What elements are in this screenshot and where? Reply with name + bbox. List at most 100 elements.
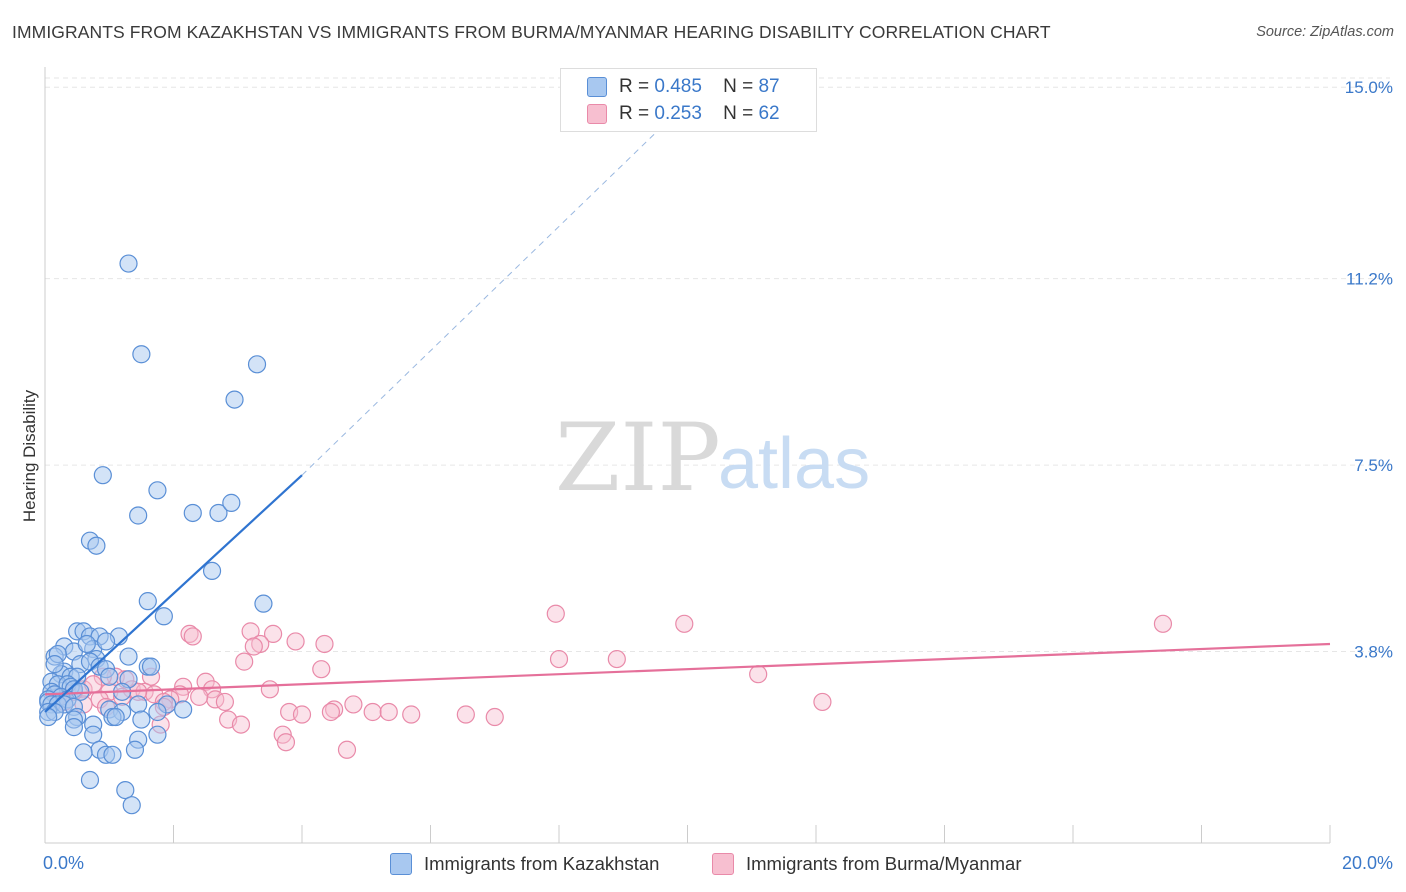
trend-lines — [44, 76, 1331, 713]
kazakhstan-point — [148, 702, 167, 722]
y-tick-label: 15.0% — [1345, 78, 1393, 97]
legend-r-label: R = — [619, 76, 650, 97]
kazakhstan-point — [93, 466, 112, 485]
kazakhstan-point — [129, 695, 148, 714]
burma-point — [325, 700, 344, 719]
bottom-legend-kazakhstan: Immigrants from Kazakhstan — [390, 851, 659, 877]
burma-point — [337, 740, 357, 759]
legend-n-label: N = — [723, 103, 754, 124]
burma-point — [292, 705, 312, 724]
source-label: Source: ZipAtlas.com — [1256, 24, 1394, 40]
burma-point — [241, 622, 260, 641]
burma-points — [48, 604, 1173, 759]
burma-point — [276, 733, 296, 752]
burma-point — [402, 705, 421, 724]
burma-point — [549, 649, 569, 669]
kazakhstan-point — [174, 700, 193, 719]
burma-point — [607, 649, 626, 669]
kazakhstan-point — [138, 592, 157, 611]
kazakhstan-point — [202, 561, 222, 581]
kazakhstan-swatch — [390, 853, 412, 875]
burma-point — [363, 702, 382, 722]
kazakhstan-point — [100, 667, 119, 686]
burma-point — [235, 652, 254, 671]
kazakhstan-point — [254, 594, 273, 613]
burma-point — [1153, 614, 1173, 633]
kazakhstan-point — [74, 743, 93, 762]
kazakhstan-point — [247, 355, 267, 374]
kazakhstan-point — [106, 707, 125, 727]
burma-point — [260, 680, 279, 699]
kazakhstan-point — [87, 536, 106, 555]
kazakhstan-point — [183, 503, 202, 523]
y-tick-label: 11.2% — [1346, 270, 1393, 289]
watermark-zip: ZIP — [555, 404, 721, 513]
kazakhstan-trend-line — [44, 474, 303, 713]
y-tick-label: 7.5% — [1354, 456, 1393, 475]
kazakhstan-point — [45, 655, 64, 674]
burma-point — [312, 660, 331, 679]
burma-point — [749, 665, 768, 684]
legend-r-value: 0.253 — [654, 103, 702, 124]
kazakhstan-point — [39, 707, 58, 727]
burma-point — [263, 624, 283, 643]
kazakhstan-swatch — [587, 77, 607, 97]
kazakhstan-point — [141, 657, 161, 676]
legend-r-label: R = — [619, 103, 650, 124]
watermark-atlas: atlas — [718, 424, 870, 504]
burma-point — [286, 632, 305, 651]
kazakhstan-point — [209, 503, 228, 523]
kazakhstan-point — [225, 390, 244, 409]
kazakhstan-point — [96, 632, 116, 651]
bottom-legend-burma: Immigrants from Burma/Myanmar — [712, 851, 1022, 877]
kazakhstan-point — [116, 780, 135, 800]
burma-point — [180, 624, 199, 643]
bottom-legend-kazakhstan-label: Immigrants from Kazakhstan — [424, 853, 660, 874]
kazakhstan-trend-extension — [301, 76, 714, 476]
kazakhstan-point — [122, 796, 141, 815]
burma-point — [315, 634, 334, 654]
burma-point — [546, 604, 565, 623]
burma-point — [215, 692, 234, 712]
kazakhstan-point — [132, 345, 151, 364]
kazakhstan-point — [80, 770, 100, 790]
grid-lines — [45, 77, 1390, 653]
kazakhstan-point — [84, 725, 103, 744]
kazakhstan-point — [119, 254, 138, 273]
kazakhstan-point — [64, 718, 84, 737]
legend-row-burma: R = 0.253 N = 62 — [587, 101, 780, 127]
kazakhstan-point — [148, 725, 167, 744]
burma-point — [321, 702, 341, 722]
burma-swatch — [587, 104, 607, 124]
kazakhstan-point — [129, 506, 148, 525]
watermark: ZIP atlas — [555, 404, 870, 513]
bottom-legend-burma-label: Immigrants from Burma/Myanmar — [746, 853, 1022, 874]
burma-point — [231, 715, 251, 734]
kazakhstan-point — [154, 607, 173, 626]
burma-point — [485, 707, 504, 727]
tick-labels: 3.8% 7.5% 11.2% 15.0% 0.0% 20.0% — [43, 78, 1393, 873]
kazakhstan-point — [77, 634, 96, 654]
kazakhstan-point — [148, 481, 167, 500]
kazakhstan-point — [119, 647, 138, 666]
burma-point — [675, 614, 694, 633]
kazakhstan-point — [132, 710, 151, 729]
legend: R = 0.485 N = 87 R = 0.253 N = 62 — [560, 68, 817, 132]
y-tick-label: 3.8% — [1354, 643, 1393, 662]
burma-point — [456, 705, 475, 724]
burma-point — [379, 702, 398, 722]
burma-point — [196, 672, 215, 691]
burma-point — [183, 627, 202, 646]
legend-n-label: N = — [723, 76, 754, 97]
burma-swatch — [712, 853, 734, 875]
legend-r-value: 0.485 — [654, 76, 702, 97]
burma-point — [813, 692, 832, 712]
burma-point — [344, 695, 363, 714]
burma-trend-line — [44, 642, 1331, 696]
burma-point — [190, 687, 209, 706]
x-tick-label: 20.0% — [1342, 853, 1393, 873]
y-axis-label: Hearing Disability — [20, 389, 39, 522]
kazakhstan-point — [125, 740, 145, 759]
kazakhstan-point — [222, 493, 241, 512]
